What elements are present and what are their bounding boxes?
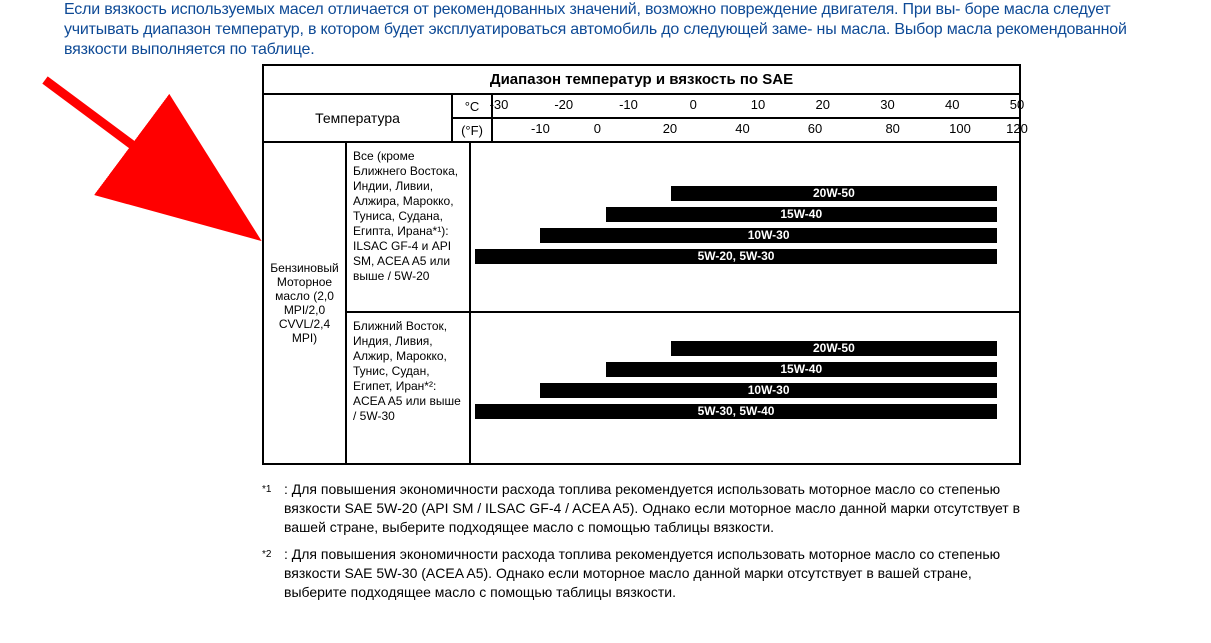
tick-label: 30 — [880, 97, 894, 112]
chart-1: 20W-50 15W-40 10W-30 5W-20, 5W-30 — [471, 143, 1019, 311]
viscosity-bar-label: 15W-40 — [606, 207, 998, 222]
fahrenheit-ticks: -10020406080100120 — [493, 119, 1019, 141]
page: Если вязкость используемых масел отличае… — [0, 0, 1211, 643]
table-header: Температура °C (°F) -30-20-1001020304050… — [264, 95, 1019, 143]
viscosity-bar: 15W-40 — [606, 362, 998, 377]
tick-label: 20 — [663, 121, 677, 136]
viscosity-bar-label: 5W-30, 5W-40 — [475, 404, 997, 419]
viscosity-bar: 5W-20, 5W-30 — [475, 249, 997, 264]
tick-label: -10 — [619, 97, 638, 112]
footnote: *1: Для повышения экономичности расхода … — [262, 480, 1022, 537]
unit-column: °C (°F) — [453, 95, 493, 141]
tick-label: 0 — [594, 121, 601, 136]
group-1: Бензиновый Моторное масло (2,0 MPI/2,0 C… — [264, 143, 1019, 313]
region-1: Все (кроме Ближнего Востока, Индии, Ливи… — [347, 143, 471, 311]
tick-label: 60 — [808, 121, 822, 136]
tick-label: -30 — [490, 97, 509, 112]
unit-fahrenheit: (°F) — [453, 119, 491, 141]
tick-label: 40 — [945, 97, 959, 112]
footnote-mark: *1 — [262, 480, 284, 537]
viscosity-bar-label: 20W-50 — [671, 341, 997, 356]
tick-label: 20 — [816, 97, 830, 112]
temperature-label: Температура — [264, 95, 453, 141]
tick-label: 40 — [735, 121, 749, 136]
viscosity-bar: 10W-30 — [540, 228, 997, 243]
viscosity-bar: 10W-30 — [540, 383, 997, 398]
tick-label: 10 — [751, 97, 765, 112]
footnote: *2: Для повышения экономичности расхода … — [262, 545, 1022, 602]
viscosity-bar-label: 5W-20, 5W-30 — [475, 249, 997, 264]
intro-paragraph: Если вязкость используемых масел отличае… — [64, 0, 1154, 60]
viscosity-bar: 20W-50 — [671, 341, 997, 356]
table-title: Диапазон температур и вязкость по SAE — [264, 66, 1019, 95]
celsius-ticks: -30-20-1001020304050 — [493, 95, 1019, 119]
viscosity-bar-label: 10W-30 — [540, 383, 997, 398]
footnote-text: : Для повышения экономичности расхода то… — [284, 545, 1022, 602]
oil-type-label: Бензиновый Моторное масло (2,0 MPI/2,0 C… — [264, 143, 347, 463]
tick-label: 0 — [690, 97, 697, 112]
region-2: Ближний Восток, Индия, Ливия, Алжир, Мар… — [347, 313, 471, 463]
viscosity-bar: 5W-30, 5W-40 — [475, 404, 997, 419]
red-arrow-annotation — [35, 70, 265, 250]
tick-label: 120 — [1006, 121, 1028, 136]
viscosity-bar-label: 15W-40 — [606, 362, 998, 377]
tick-label: 50 — [1010, 97, 1024, 112]
viscosity-bar-label: 20W-50 — [671, 186, 997, 201]
chart-2: 20W-50 15W-40 10W-30 5W-30, 5W-40 — [471, 313, 1019, 463]
viscosity-table: Диапазон температур и вязкость по SAE Те… — [262, 64, 1021, 465]
group-2: Ближний Восток, Индия, Ливия, Алжир, Мар… — [264, 313, 1019, 463]
footnote-text: : Для повышения экономичности расхода то… — [284, 480, 1022, 537]
unit-celsius: °C — [453, 95, 491, 119]
temperature-scale: -30-20-1001020304050 -10020406080100120 — [493, 95, 1019, 141]
footnotes: *1: Для повышения экономичности расхода … — [262, 480, 1022, 610]
tick-label: -10 — [531, 121, 550, 136]
tick-label: 80 — [885, 121, 899, 136]
tick-label: -20 — [554, 97, 573, 112]
viscosity-bar: 15W-40 — [606, 207, 998, 222]
viscosity-bar: 20W-50 — [671, 186, 997, 201]
footnote-mark: *2 — [262, 545, 284, 602]
tick-label: 100 — [949, 121, 971, 136]
viscosity-bar-label: 10W-30 — [540, 228, 997, 243]
